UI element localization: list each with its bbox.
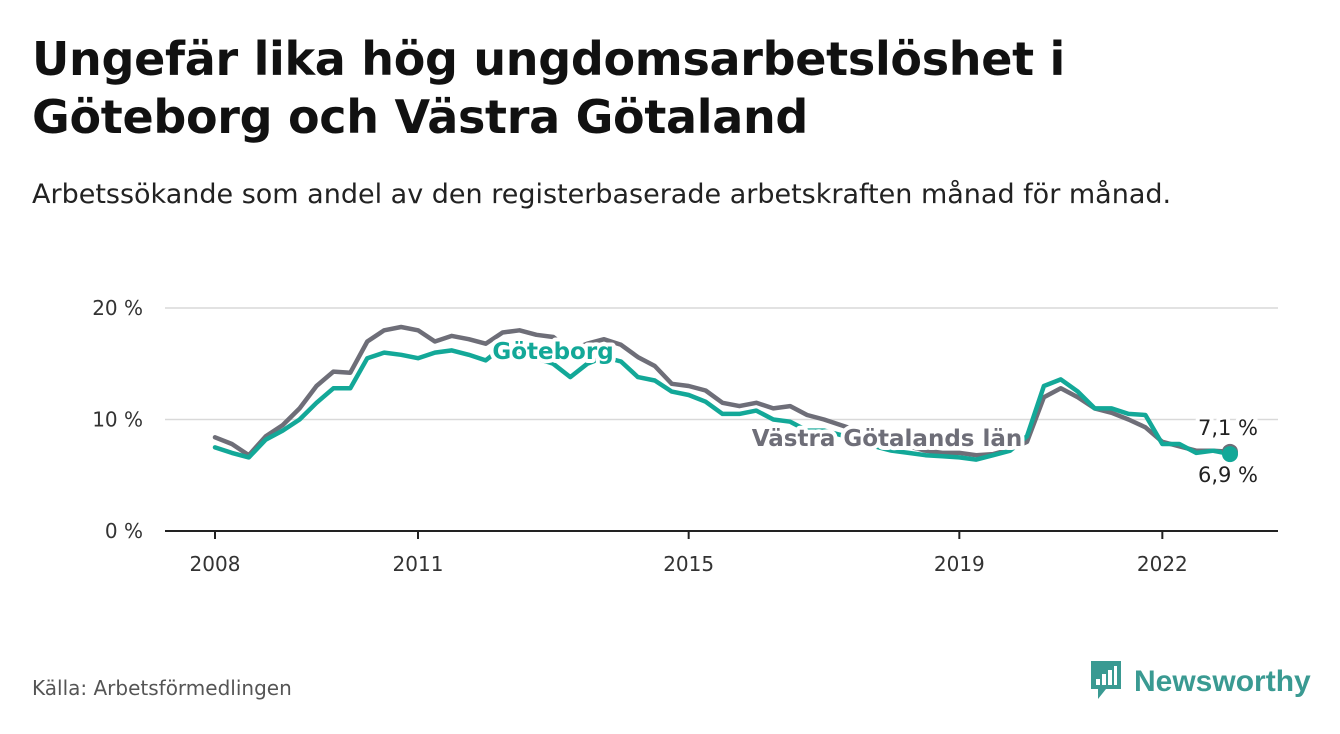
y-tick-label: 10 % — [92, 408, 143, 432]
goteborg-end-marker — [1222, 446, 1238, 463]
x-tick-label: 2019 — [934, 552, 985, 576]
goteborg-line — [212, 344, 1233, 462]
x-tick-label: 2008 — [190, 552, 241, 576]
x-tick-label: 2022 — [1137, 552, 1188, 576]
x-tick-label: 2015 — [663, 552, 714, 576]
line-chart: 0 %10 %20 %2008 2011 2015 2019 2022GöteborgG… — [92, 296, 1278, 576]
source-note: Källa: Arbetsförmedlingen — [32, 676, 292, 700]
goteborg-series-label: Göteborg — [492, 339, 613, 365]
vastra-gotaland-series-label-halo: Västra Götalands län — [752, 426, 1023, 452]
x-tick-label: 2011 — [393, 552, 444, 576]
y-tick-label: 0 % — [105, 519, 143, 543]
vastra-gotaland-end-value: 7,1 % — [1198, 416, 1258, 440]
goteborg-end-value-halo: 6,9 % — [1198, 463, 1258, 487]
bar-chart-icon — [1088, 658, 1124, 706]
chart-subtitle: Arbetssökande som andel av den registerb… — [32, 179, 1172, 210]
goteborg-series-label-halo: Göteborg — [492, 339, 613, 365]
vastra-gotaland-end-value-halo: 7,1 % — [1198, 416, 1258, 440]
vastra-gotaland-series-label: Västra Götalands län — [752, 426, 1023, 452]
brand-name: Newsworthy — [1134, 665, 1311, 698]
vastra-gotaland-line — [212, 324, 1233, 458]
y-tick-label: 20 % — [92, 296, 143, 320]
brand-logo: Newsworthy — [1088, 660, 1311, 704]
chart-title: Ungefär lika hög ungdomsarbetslöshet i G… — [32, 32, 1066, 144]
goteborg-end-value: 6,9 % — [1198, 463, 1258, 487]
